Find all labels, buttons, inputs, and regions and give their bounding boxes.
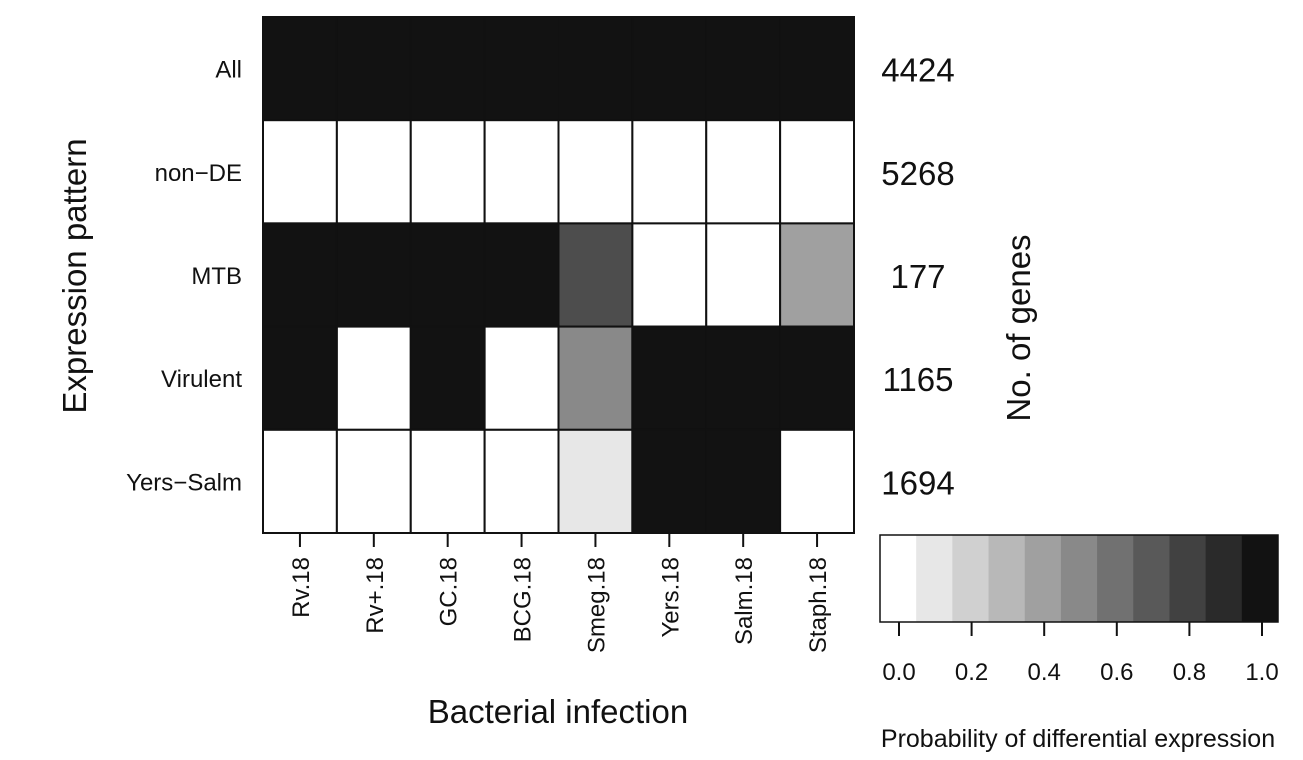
heatmap-cell bbox=[409, 325, 486, 431]
heatmap-cell bbox=[483, 119, 560, 225]
colorbar-border bbox=[879, 534, 1279, 623]
colorbar-tick-label: 0.6 bbox=[1100, 659, 1133, 686]
heatmap-cell bbox=[705, 222, 782, 328]
colorbar-bin bbox=[952, 535, 990, 622]
heatmap-cell bbox=[335, 16, 412, 122]
row-label: All bbox=[215, 57, 242, 84]
column-label: Yers.18 bbox=[657, 557, 684, 638]
heatmap-cell bbox=[335, 119, 412, 225]
heatmap-cell bbox=[409, 428, 486, 534]
heatmap-cell bbox=[631, 119, 708, 225]
colorbar-tick-label: 1.0 bbox=[1245, 659, 1278, 686]
x-axis-label: Bacterial infection bbox=[428, 693, 688, 730]
heatmap-cell bbox=[409, 16, 486, 122]
colorbar-bin bbox=[988, 535, 1026, 622]
column-label: Staph.18 bbox=[805, 557, 832, 653]
heatmap-cell bbox=[483, 325, 560, 431]
column-labels: Rv.18 Rv+.18 GC.18 BCG.18 Smeg.18 Yers.18 Salm… bbox=[288, 533, 832, 653]
gene-count: 1165 bbox=[883, 361, 954, 398]
colorbar-bin bbox=[1241, 535, 1279, 622]
gene-counts: 4424 5268 177 1165 1694 bbox=[881, 52, 954, 502]
column-label: GC.18 bbox=[436, 557, 463, 626]
gene-count: 4424 bbox=[881, 52, 954, 89]
heatmap-cell bbox=[779, 428, 855, 534]
gene-count: 5268 bbox=[881, 155, 954, 192]
heatmap-cell bbox=[557, 222, 634, 328]
heatmap-cell bbox=[705, 325, 782, 431]
row-label: Virulent bbox=[161, 366, 242, 393]
row-label: non−DE bbox=[155, 160, 242, 187]
heatmap-cell bbox=[705, 16, 782, 122]
heatmap-cell bbox=[557, 16, 634, 122]
heatmap-cell bbox=[705, 119, 782, 225]
heatmap-cell bbox=[557, 428, 634, 534]
heatmap-cell bbox=[631, 325, 708, 431]
colorbar-tick-label: 0.0 bbox=[882, 659, 915, 686]
colorbar-bin bbox=[1205, 535, 1243, 622]
column-label: Rv+.18 bbox=[362, 557, 389, 634]
heatmap-cell bbox=[262, 325, 338, 431]
colorbar: 0.0 0.2 0.4 0.6 0.8 1.0 bbox=[879, 534, 1279, 686]
heatmap-cell bbox=[483, 428, 560, 534]
colorbar-tick-label: 0.2 bbox=[955, 659, 988, 686]
heatmap-cell bbox=[483, 16, 560, 122]
heatmap-cell bbox=[335, 222, 412, 328]
heatmap-cell bbox=[409, 119, 486, 225]
heatmap-cell bbox=[779, 325, 855, 431]
column-label: Rv.18 bbox=[288, 557, 315, 618]
heatmap-cell bbox=[557, 119, 634, 225]
colorbar-bin bbox=[1133, 535, 1170, 622]
heatmap-cell bbox=[779, 16, 855, 122]
colorbar-tick-label: 0.4 bbox=[1028, 659, 1061, 686]
heatmap-cell bbox=[631, 222, 708, 328]
column-label: Salm.18 bbox=[731, 557, 758, 645]
heatmap-cell bbox=[631, 428, 708, 534]
gene-count: 1694 bbox=[881, 464, 954, 501]
column-label: Smeg.18 bbox=[583, 557, 610, 653]
colorbar-bin bbox=[1097, 535, 1134, 622]
heatmap-cell bbox=[779, 119, 855, 225]
heatmap-cell bbox=[262, 16, 338, 122]
heatmap-cell bbox=[557, 325, 634, 431]
y-axis-label: Expression pattern bbox=[56, 138, 93, 413]
heatmap-cell bbox=[262, 222, 338, 328]
right-axis-label: No. of genes bbox=[1000, 234, 1037, 421]
colorbar-bin bbox=[916, 535, 953, 622]
heatmap-cell bbox=[779, 222, 855, 328]
colorbar-title: Probability of differential expression bbox=[881, 725, 1275, 753]
heatmap-cell bbox=[705, 428, 782, 534]
colorbar-tick-label: 0.8 bbox=[1173, 659, 1206, 686]
heatmap-cell bbox=[262, 428, 338, 534]
heatmap-cell bbox=[631, 16, 708, 122]
colorbar-bin bbox=[1024, 535, 1062, 622]
row-label: MTB bbox=[191, 263, 242, 290]
gene-count: 177 bbox=[890, 258, 945, 295]
heatmap-cells bbox=[262, 16, 855, 534]
colorbar-bin bbox=[880, 535, 917, 622]
row-labels: All non−DE MTB Virulent Yers−Salm bbox=[126, 57, 242, 497]
heatmap-cell bbox=[335, 325, 412, 431]
heatmap-cell bbox=[262, 119, 338, 225]
colorbar-bin bbox=[1169, 535, 1207, 622]
row-label: Yers−Salm bbox=[126, 469, 242, 496]
colorbar-bin bbox=[1060, 535, 1098, 622]
heatmap-border bbox=[262, 16, 855, 534]
column-label: BCG.18 bbox=[510, 557, 537, 642]
heatmap-cell bbox=[335, 428, 412, 534]
heatmap-cell bbox=[409, 222, 486, 328]
heatmap-cell bbox=[483, 222, 560, 328]
